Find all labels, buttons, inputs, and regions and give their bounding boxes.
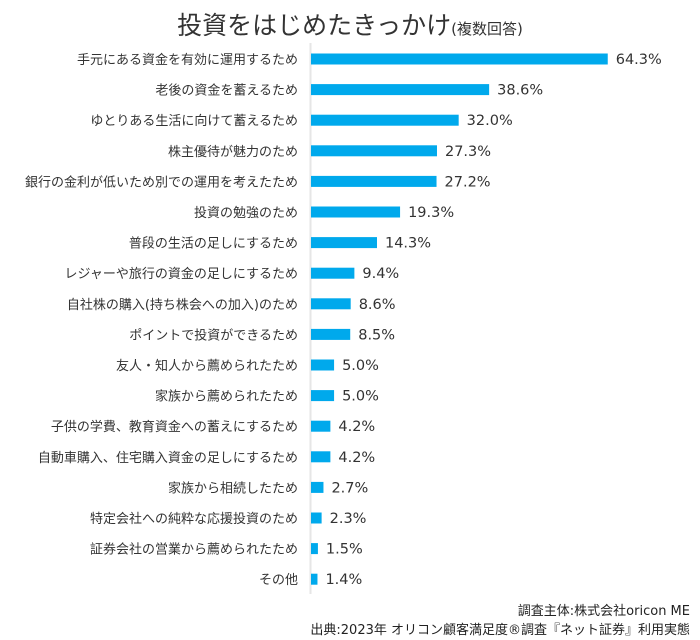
- value-label: 8.6%: [359, 297, 396, 313]
- category-label: その他: [259, 573, 298, 588]
- category-label: 家族から薦められたため: [155, 389, 298, 405]
- value-label: 8.5%: [358, 327, 395, 343]
- category-label: 普段の生活の足しにするため: [129, 237, 298, 252]
- category-label: 特定会社への純粋な応援投資のため: [90, 511, 298, 527]
- chart-title: 投資をはじめたきっかけ(複数回答): [0, 6, 700, 42]
- category-label: ポイントで投資ができるため: [129, 327, 298, 343]
- category-label: 投資の勉強のため: [194, 205, 298, 221]
- value-label: 1.5%: [326, 542, 363, 558]
- value-label: 64.3%: [616, 52, 662, 68]
- bar: [311, 267, 355, 279]
- value-label: 4.2%: [338, 419, 375, 435]
- category-label: 証券会社の営業から薦められたため: [90, 542, 298, 558]
- category-label: 老後の資金を蓄えるため: [155, 83, 298, 99]
- value-label: 2.3%: [330, 511, 367, 527]
- category-label: 銀行の金利が低いため別での運用を考えたため: [25, 174, 298, 190]
- category-label: 自動車購入、住宅購入資金の足しにするため: [38, 450, 298, 466]
- value-label: 32.0%: [467, 113, 513, 129]
- category-label: ゆとりある生活に向けて蓄えるため: [90, 113, 298, 129]
- source-note: 出典:2023年 オリコン顧客満足度®調査『ネット証券』利用実態: [310, 623, 690, 638]
- bar: [311, 53, 608, 65]
- bar: [311, 390, 335, 402]
- bar: [311, 512, 322, 524]
- value-label: 38.6%: [497, 83, 543, 99]
- category-label: 株主優待が魅力のため: [168, 145, 298, 160]
- bar-rows: 手元にある資金を有効に運用するため 64.3% 老後の資金を蓄えるため 38.6% ゆと…: [25, 52, 662, 588]
- value-label: 4.2%: [338, 450, 375, 466]
- category-label: 家族から相続したため: [168, 480, 298, 496]
- bar: [311, 175, 437, 187]
- category-label: 自社株の購入(持ち株会への加入)のため: [67, 297, 298, 313]
- chart-title-main: 投資をはじめたきっかけ: [177, 11, 452, 40]
- value-label: 2.7%: [331, 480, 368, 496]
- value-label: 14.3%: [385, 236, 431, 252]
- value-label: 19.3%: [408, 205, 454, 221]
- bar-chart: 手元にある資金を有効に運用するため 64.3% 老後の資金を蓄えるため 38.6% ゆと…: [25, 43, 662, 594]
- value-label: 27.3%: [445, 144, 491, 160]
- value-label: 27.2%: [445, 174, 491, 190]
- value-label: 9.4%: [362, 266, 399, 282]
- bar: [311, 481, 324, 493]
- bar: [311, 543, 318, 555]
- bar: [311, 328, 351, 340]
- bar: [311, 359, 335, 371]
- category-label: 子供の学費、教育資金への蓄えにするため: [51, 419, 298, 435]
- survey-organizer: 調査主体:株式会社oricon ME: [517, 604, 690, 619]
- category-label: レジャーや旅行の資金の足しにするため: [65, 266, 298, 282]
- bar: [311, 84, 490, 96]
- bar: [311, 114, 459, 126]
- bar: [311, 451, 331, 463]
- value-label: 5.0%: [342, 389, 379, 405]
- chart-subtitle: (複数回答): [451, 20, 523, 38]
- category-label: 友人・知人から薦められたため: [116, 358, 298, 374]
- bar: [311, 420, 331, 432]
- value-label: 5.0%: [342, 358, 379, 374]
- bar: [311, 206, 401, 218]
- bar: [311, 298, 351, 310]
- value-label: 1.4%: [325, 572, 362, 588]
- bar: [311, 145, 437, 157]
- bar: [311, 237, 377, 249]
- bar: [311, 573, 318, 585]
- category-label: 手元にある資金を有効に運用するため: [77, 52, 298, 68]
